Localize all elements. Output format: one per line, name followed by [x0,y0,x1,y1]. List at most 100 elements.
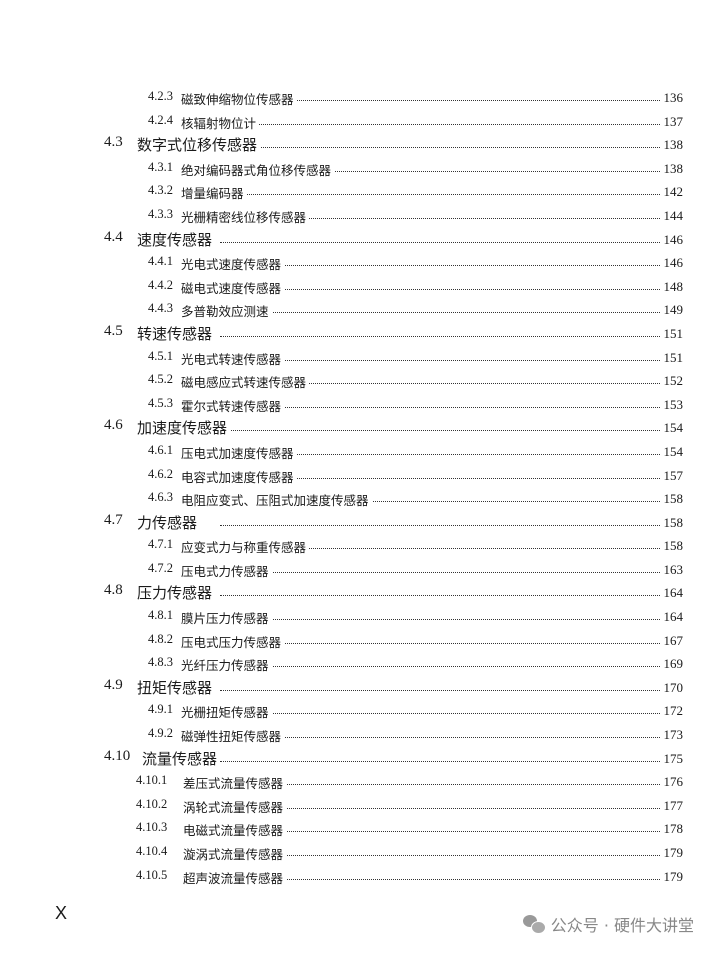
page-number: 175 [661,750,683,767]
page-number: 146 [661,255,683,272]
page-number: 157 [661,467,683,484]
toc-subsection-entry[interactable]: 4.4.3 多普勒效应测速 149 [0,297,714,321]
section-title: 压电式加速度传感器 [181,442,297,462]
toc-section-entry[interactable]: 4.8 压力传感器 164 [0,580,714,604]
section-title: 磁电感应式转速传感器 [181,372,310,392]
section-title: 压力传感器 [137,582,216,604]
toc-subsection-entry[interactable]: 4.7.2 压电式力传感器 163 [0,557,714,581]
page-number: 178 [661,821,683,838]
leader-dots [240,100,660,101]
section-number: 4.6.3 [148,490,173,505]
section-title: 增量编码器 [181,183,247,203]
leader-dots [240,548,660,550]
watermark: 公众号 · 硬件大讲堂 [522,912,694,936]
leader-dots [240,477,660,479]
section-title: 多普勒效应测速 [181,301,272,321]
toc-section-entry[interactable]: 4.4 速度传感器 146 [0,227,714,251]
section-number: 4.5 [104,322,123,339]
section-title: 光纤压力传感器 [181,655,272,675]
section-title: 核辐射物位计 [181,112,260,132]
page-number: 158 [661,514,683,531]
toc-section-entry[interactable]: 4.5 转速传感器 151 [0,321,714,345]
section-title: 差压式流量传感器 [183,773,287,793]
page-number: 177 [661,797,683,814]
toc-subsection-entry[interactable]: 4.8.1 膜片压力传感器 164 [0,604,714,628]
leader-dots [240,878,660,880]
section-title: 膜片压力传感器 [181,608,272,628]
page-number: 142 [661,184,683,201]
section-title: 电阻应变式、压阻式加速度传感器 [181,490,372,510]
section-title: 霍尔式转速传感器 [181,395,285,415]
section-number: 4.8.3 [148,655,173,670]
leader-dots [240,123,660,125]
toc-subsection-entry[interactable]: 4.5.2 磁电感应式转速传感器 152 [0,368,714,392]
toc-subsection-entry[interactable]: 4.2.3 磁致伸缩物位传感器 136 [0,85,714,109]
section-number: 4.4 [104,228,123,245]
section-title: 数字式位移传感器 [137,134,261,156]
leader-dots [220,430,660,432]
section-title: 磁弹性扭矩传感器 [181,726,285,746]
toc-subsection-entry[interactable]: 4.6.1 压电式加速度传感器 154 [0,439,714,463]
page-number: 173 [661,727,683,744]
toc-subsection-entry[interactable]: 4.2.4 核辐射物位计 137 [0,109,714,133]
section-title: 磁致伸缩物位传感器 [181,89,297,108]
toc-section-entry[interactable]: 4.3 数字式位移传感器 138 [0,132,714,156]
page-number: 136 [661,90,683,106]
section-title: 光电式转速传感器 [181,348,285,368]
leader-dots [240,170,660,172]
section-number: 4.10.1 [136,773,168,788]
toc-subsection-entry[interactable]: 4.8.2 压电式压力传感器 167 [0,628,714,652]
leader-dots [240,571,660,573]
leader-dots [220,689,660,691]
section-number: 4.8.1 [148,608,173,623]
section-title: 涡轮式流量传感器 [183,796,287,816]
toc-section-entry[interactable]: 4.6 加速度传感器 154 [0,415,714,439]
toc-subsection-entry[interactable]: 4.4.2 磁电式速度传感器 148 [0,274,714,298]
leader-dots [240,406,660,408]
toc-section-entry[interactable]: 4.9 扭矩传感器 170 [0,675,714,699]
section-number: 4.4.3 [148,301,173,316]
leader-dots [240,501,660,503]
toc-subsection-entry[interactable]: 4.10.5 超声波流量传感器 179 [0,864,714,888]
section-number: 4.10.4 [136,844,168,858]
toc-subsection-entry[interactable]: 4.5.3 霍尔式转速传感器 153 [0,392,714,416]
toc-subsection-entry[interactable]: 4.7.1 应变式力与称重传感器 158 [0,533,714,557]
toc-subsection-entry[interactable]: 4.3.2 增量编码器 142 [0,179,714,203]
toc-subsection-entry[interactable]: 4.6.3 电阻应变式、压阻式加速度传感器 158 [0,486,714,510]
toc-subsection-entry[interactable]: 4.3.1 绝对编码器式角位移传感器 138 [0,156,714,180]
toc-subsection-entry[interactable]: 4.9.2 磁弹性扭矩传感器 173 [0,722,714,746]
section-number: 4.5.1 [148,348,173,363]
page-number: 169 [661,656,683,673]
toc-subsection-entry[interactable]: 4.5.1 光电式转速传感器 151 [0,345,714,369]
page-number: 158 [661,538,683,555]
leader-dots [240,642,660,644]
toc-section-entry[interactable]: 4.7 力传感器 158 [0,510,714,534]
toc-subsection-entry[interactable]: 4.6.2 电容式加速度传感器 157 [0,463,714,487]
page-number: 164 [661,585,683,602]
leader-dots [240,453,660,455]
toc-subsection-entry[interactable]: 4.4.1 光电式速度传感器 146 [0,250,714,274]
section-title: 加速度传感器 [137,417,231,439]
toc-subsection-entry[interactable]: 4.10.2 涡轮式流量传感器 177 [0,793,714,817]
toc-subsection-entry[interactable]: 4.10.3 电磁式流量传感器 178 [0,816,714,840]
page-number: 158 [661,491,683,508]
toc-subsection-entry[interactable]: 4.9.1 光栅扭矩传感器 172 [0,698,714,722]
section-number: 4.7 [104,511,123,528]
toc-subsection-entry[interactable]: 4.8.3 光纤压力传感器 169 [0,651,714,675]
toc-subsection-entry[interactable]: 4.10.1 差压式流量传感器 176 [0,769,714,793]
toc-subsection-entry[interactable]: 4.10.4 漩涡式流量传感器 179 [0,840,714,864]
section-title: 流量传感器 [142,747,221,769]
toc-subsection-entry[interactable]: 4.3.3 光栅精密线位移传感器 144 [0,203,714,227]
page-number: 148 [661,278,683,295]
section-title: 超声波流量传感器 [183,867,287,887]
leader-dots [240,713,660,715]
section-number: 4.2.4 [148,112,173,127]
section-number: 4.6 [104,417,123,434]
section-number: 4.2.3 [148,89,173,103]
section-number: 4.8 [104,582,123,599]
section-number: 4.4.1 [148,254,173,269]
toc-section-entry[interactable]: 4.10 流量传感器 175 [0,746,714,770]
section-number: 4.10.2 [136,796,168,811]
section-number: 4.4.2 [148,277,173,292]
leader-dots [240,784,660,786]
